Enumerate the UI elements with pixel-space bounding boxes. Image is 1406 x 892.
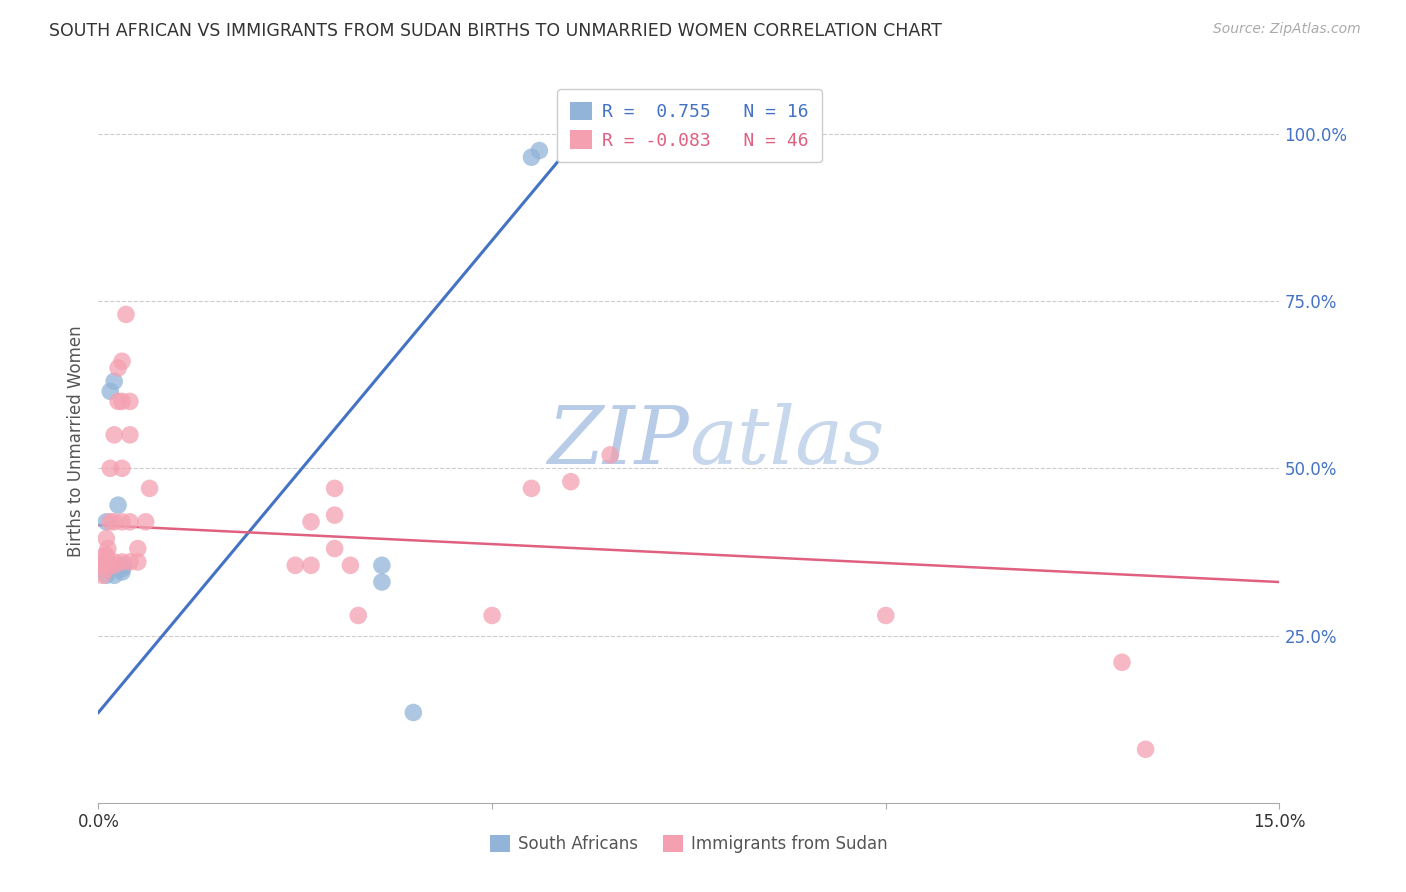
Point xyxy=(118,515,141,529)
Point xyxy=(98,515,121,529)
Point xyxy=(96,555,118,569)
Point xyxy=(96,548,118,563)
Point xyxy=(347,608,370,623)
Point xyxy=(107,498,129,512)
Text: Source: ZipAtlas.com: Source: ZipAtlas.com xyxy=(1213,22,1361,37)
Point xyxy=(96,532,118,546)
Point xyxy=(98,461,121,475)
Point xyxy=(112,558,135,573)
Point xyxy=(91,558,114,573)
Point xyxy=(560,475,582,489)
Point xyxy=(520,150,543,164)
Point xyxy=(371,575,394,590)
Point xyxy=(529,144,551,158)
Point xyxy=(135,515,157,529)
Point xyxy=(103,555,125,569)
Point xyxy=(96,515,118,529)
Point xyxy=(103,375,125,389)
Point xyxy=(111,354,134,368)
Point xyxy=(138,482,160,496)
Legend: R =  0.755   N = 16, R = -0.083   N = 46: R = 0.755 N = 16, R = -0.083 N = 46 xyxy=(557,89,821,162)
Point xyxy=(1111,655,1133,669)
Point xyxy=(96,555,118,569)
Point xyxy=(90,558,112,573)
Point xyxy=(115,307,138,322)
Text: ZIP: ZIP xyxy=(547,403,689,480)
Point xyxy=(1135,742,1157,756)
Point xyxy=(111,515,134,529)
Point xyxy=(91,558,114,573)
Point xyxy=(103,568,125,582)
Point xyxy=(103,515,125,529)
Text: atlas: atlas xyxy=(689,403,884,480)
Point xyxy=(127,555,149,569)
Text: SOUTH AFRICAN VS IMMIGRANTS FROM SUDAN BIRTHS TO UNMARRIED WOMEN CORRELATION CHA: SOUTH AFRICAN VS IMMIGRANTS FROM SUDAN B… xyxy=(49,22,942,40)
Y-axis label: Births to Unmarried Women: Births to Unmarried Women xyxy=(66,326,84,558)
Point xyxy=(323,541,346,556)
Point xyxy=(299,558,322,573)
Point xyxy=(111,555,134,569)
Point xyxy=(118,427,141,442)
Point xyxy=(323,482,346,496)
Point xyxy=(91,568,114,582)
Point xyxy=(127,541,149,556)
Point xyxy=(96,568,118,582)
Point xyxy=(103,427,125,442)
Point xyxy=(402,706,425,720)
Point xyxy=(111,461,134,475)
Point xyxy=(323,508,346,523)
Point xyxy=(118,394,141,409)
Point xyxy=(111,394,134,409)
Point xyxy=(599,448,621,462)
Point xyxy=(107,361,129,376)
Point xyxy=(96,562,118,576)
Point xyxy=(118,555,141,569)
Point xyxy=(111,565,134,579)
Point xyxy=(875,608,897,623)
Point xyxy=(107,394,129,409)
Point xyxy=(481,608,503,623)
Point xyxy=(93,548,115,563)
Point xyxy=(371,558,394,573)
Point xyxy=(98,384,121,399)
Point xyxy=(299,515,322,529)
Point xyxy=(111,562,134,576)
Point xyxy=(97,541,120,556)
Point xyxy=(103,558,125,573)
Point xyxy=(339,558,361,573)
Point xyxy=(520,482,543,496)
Point xyxy=(284,558,307,573)
